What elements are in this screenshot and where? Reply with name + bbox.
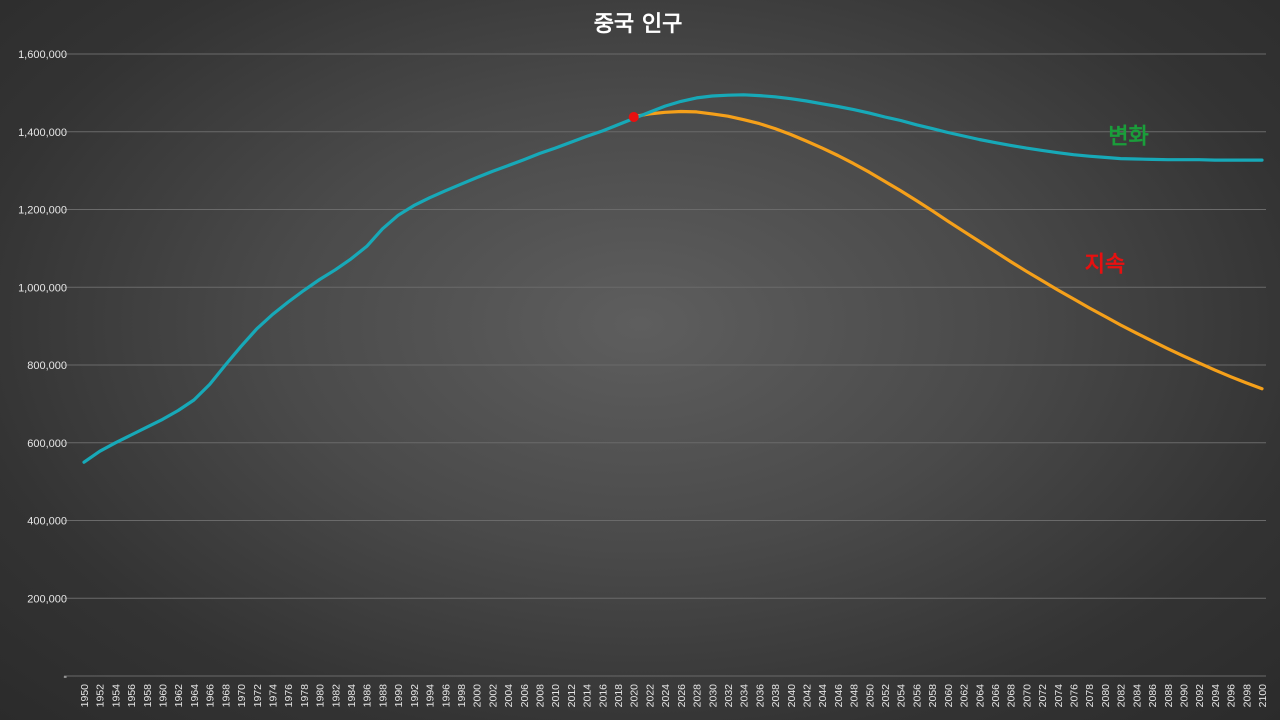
x-tick-label: 1974 — [267, 684, 279, 708]
x-tick-label: 1950 — [79, 684, 91, 708]
x-tick-label: 1964 — [189, 684, 201, 708]
x-tick-label: 2052 — [880, 684, 892, 708]
x-tick-label: 2078 — [1084, 684, 1096, 708]
x-tick-label: 1962 — [173, 684, 185, 708]
x-tick-label: 2056 — [911, 684, 923, 708]
x-tick-label: 1988 — [377, 684, 389, 708]
x-tick-label: 2066 — [990, 684, 1002, 708]
x-tick-label: 1968 — [220, 684, 232, 708]
x-tick-label: 2022 — [644, 684, 656, 708]
x-tick-label: 2088 — [1163, 684, 1175, 708]
x-tick-label: 1972 — [252, 684, 264, 708]
series-annotation-label: 변화 — [1108, 124, 1148, 149]
y-tick-label: 1,200,000 — [18, 205, 67, 217]
x-tick-label: 2020 — [629, 684, 641, 708]
y-tick-label: 1,400,000 — [18, 127, 67, 139]
x-tick-label: 1982 — [330, 684, 342, 708]
x-tick-label: 2096 — [1226, 684, 1238, 708]
x-tick-label: 2058 — [927, 684, 939, 708]
x-tick-label: 2080 — [1100, 684, 1112, 708]
x-tick-label: 1978 — [299, 684, 311, 708]
x-tick-label: 2034 — [739, 684, 751, 708]
x-tick-label: 1984 — [346, 684, 358, 708]
x-tick-label: 2028 — [692, 684, 704, 708]
x-tick-label: 2046 — [833, 684, 845, 708]
series-line-1 — [632, 109, 1264, 391]
x-tick-label: 2048 — [849, 684, 861, 708]
y-tick-label: 1,600,000 — [18, 49, 67, 61]
x-tick-label: 2074 — [1053, 684, 1065, 708]
x-tick-label: 1956 — [126, 684, 138, 708]
x-tick-label: 2072 — [1037, 684, 1049, 708]
x-tick-label: 2060 — [943, 684, 955, 708]
y-axis-ticks: - 200,000 400,000 600,000 800,000 1,000,000 1,… — [18, 49, 67, 683]
x-tick-label: 2070 — [1021, 684, 1033, 708]
x-tick-label: 2090 — [1178, 684, 1190, 708]
x-axis-ticks: 1950 1952 1954 1956 1958 1960 1962 1964 1966 1968… — [79, 684, 1269, 708]
x-tick-label: 2008 — [534, 684, 546, 708]
x-tick-label: 2064 — [974, 684, 986, 708]
series-annotation-label: 지속 — [1085, 253, 1125, 278]
x-tick-label: 1998 — [456, 684, 468, 708]
chart-title: 중국 인구 — [594, 12, 683, 37]
x-tick-label: 2092 — [1194, 684, 1206, 708]
x-tick-label: 1970 — [236, 684, 248, 708]
series-line-0 — [82, 93, 1264, 464]
y-tick-label: 200,000 — [27, 593, 67, 605]
highlight-point — [628, 111, 639, 122]
series-lines — [82, 93, 1264, 464]
y-tick-label: 800,000 — [27, 360, 67, 372]
x-tick-label: 2068 — [1006, 684, 1018, 708]
x-tick-label: 2016 — [597, 684, 609, 708]
x-tick-label: 1954 — [110, 684, 122, 708]
x-tick-label: 2012 — [566, 684, 578, 708]
x-tick-label: 1952 — [95, 684, 107, 708]
x-tick-label: 2082 — [1116, 684, 1128, 708]
x-tick-label: 1986 — [362, 684, 374, 708]
x-tick-label: 2000 — [472, 684, 484, 708]
x-tick-label: 1980 — [315, 684, 327, 708]
x-tick-label: 2084 — [1131, 684, 1143, 708]
x-tick-label: 2010 — [550, 684, 562, 708]
x-tick-label: 1960 — [158, 684, 170, 708]
x-tick-label: 1958 — [142, 684, 154, 708]
y-tick-label: 1,000,000 — [18, 282, 67, 294]
grid-lines — [64, 53, 1266, 677]
y-tick-label: 400,000 — [27, 516, 67, 528]
x-tick-label: 2006 — [519, 684, 531, 708]
x-tick-label: 1992 — [409, 684, 421, 708]
markers — [628, 111, 639, 122]
x-tick-label: 2042 — [802, 684, 814, 708]
x-tick-label: 1976 — [283, 684, 295, 708]
x-tick-label: 2032 — [723, 684, 735, 708]
x-tick-label: 2062 — [959, 684, 971, 708]
x-tick-label: 1994 — [425, 684, 437, 708]
x-tick-label: 2030 — [707, 684, 719, 708]
x-tick-label: 1996 — [440, 684, 452, 708]
x-tick-label: 2054 — [896, 684, 908, 708]
x-tick-label: 1990 — [393, 684, 405, 708]
x-tick-label: 2014 — [582, 684, 594, 708]
x-tick-label: 2004 — [503, 684, 515, 708]
x-tick-label: 2076 — [1069, 684, 1081, 708]
x-tick-label: 2044 — [817, 684, 829, 708]
x-tick-label: 2098 — [1241, 684, 1253, 708]
x-tick-label: 2086 — [1147, 684, 1159, 708]
x-tick-label: 1966 — [205, 684, 217, 708]
x-tick-label: 2040 — [786, 684, 798, 708]
x-tick-label: 2018 — [613, 684, 625, 708]
x-tick-label: 2002 — [487, 684, 499, 708]
y-tick-label: - — [63, 671, 67, 683]
x-tick-label: 2024 — [660, 684, 672, 708]
x-tick-label: 2094 — [1210, 684, 1222, 708]
y-tick-label: 600,000 — [27, 438, 67, 450]
x-tick-label: 2036 — [754, 684, 766, 708]
x-tick-label: 2050 — [864, 684, 876, 708]
x-tick-label: 2100 — [1257, 684, 1269, 708]
x-tick-label: 2038 — [770, 684, 782, 708]
x-tick-label: 2026 — [676, 684, 688, 708]
